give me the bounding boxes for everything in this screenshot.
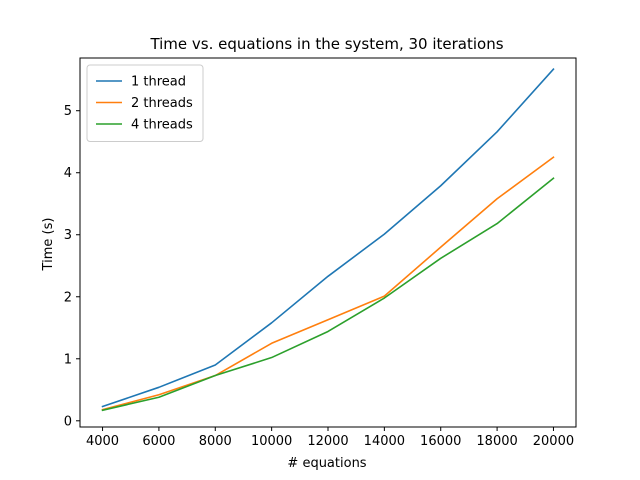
legend-box xyxy=(86,64,204,142)
chart-title: Time vs. equations in the system, 30 ite… xyxy=(149,35,503,53)
x-axis-ticks: 4000 6000 8000 10000 12000 14000 16000 18000 200… xyxy=(86,427,574,449)
legend-label: 1 thread xyxy=(131,75,186,90)
series-line-3 xyxy=(101,177,555,412)
legend-label: 2 threads xyxy=(131,96,193,111)
legend-label: 4 threads xyxy=(131,118,193,133)
y-tick-label: 4 xyxy=(64,166,72,181)
axes-frame xyxy=(79,57,577,428)
y-tick-label: 5 xyxy=(64,104,72,119)
x-tick-label: 14000 xyxy=(364,434,405,449)
y-tick-label: 3 xyxy=(64,228,72,243)
x-tick-label: 8000 xyxy=(199,434,232,449)
y-tick-label: 0 xyxy=(64,414,72,429)
series-line-2 xyxy=(101,156,555,411)
x-tick-label: 10000 xyxy=(251,434,292,449)
x-tick-label: 16000 xyxy=(420,434,461,449)
y-tick-label: 2 xyxy=(64,290,72,305)
x-tick-label: 6000 xyxy=(142,434,175,449)
x-axis-label: # equations xyxy=(287,456,366,471)
y-axis-ticks: 0 1 2 3 4 5 xyxy=(64,104,80,429)
x-tick-label: 12000 xyxy=(307,434,348,449)
x-tick-label: 4000 xyxy=(86,434,119,449)
series-layer xyxy=(101,68,555,412)
x-tick-label: 20000 xyxy=(533,434,574,449)
legend: 1 thread 2 threads 4 threads xyxy=(86,64,204,142)
y-tick-label: 1 xyxy=(64,352,72,367)
series-line-1 xyxy=(101,68,555,408)
y-axis-label: Time (s) xyxy=(41,218,56,272)
x-tick-label: 18000 xyxy=(476,434,517,449)
